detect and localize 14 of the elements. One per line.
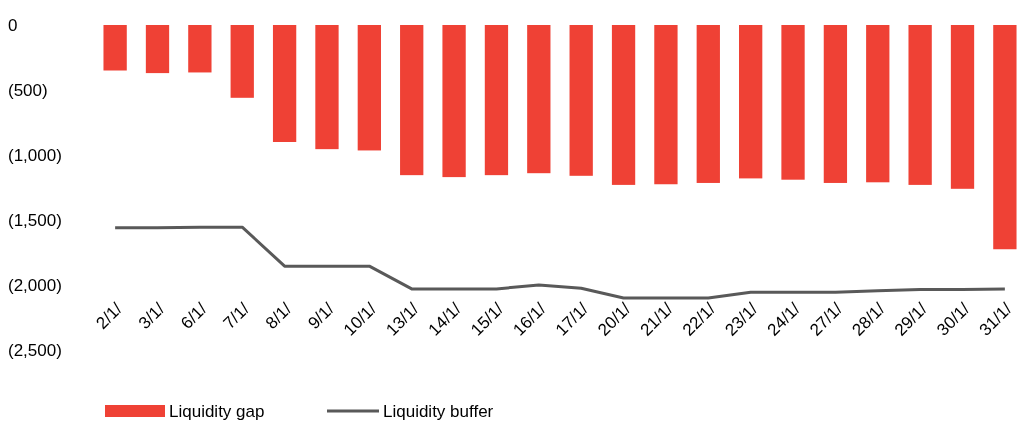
y-tick-label: (1,500) bbox=[8, 210, 62, 230]
y-tick-label: (2,000) bbox=[8, 275, 62, 295]
x-tick-label: 6/1/ bbox=[177, 299, 211, 333]
y-tick-label: (2,500) bbox=[8, 340, 62, 360]
legend-label: Liquidity buffer bbox=[383, 401, 494, 421]
x-tick-label: 3/1/ bbox=[134, 299, 169, 333]
x-tick-label: 7/1/ bbox=[219, 299, 254, 333]
legend-label: Liquidity gap bbox=[169, 401, 265, 421]
line-series bbox=[113, 225, 1007, 300]
x-tick-label: 9/1/ bbox=[304, 299, 338, 333]
y-tick-label: 0 bbox=[8, 15, 18, 35]
y-tick-label: (500) bbox=[8, 80, 48, 100]
y-tick-label: (1,000) bbox=[8, 145, 62, 165]
x-tick-label: 8/1/ bbox=[261, 299, 296, 333]
